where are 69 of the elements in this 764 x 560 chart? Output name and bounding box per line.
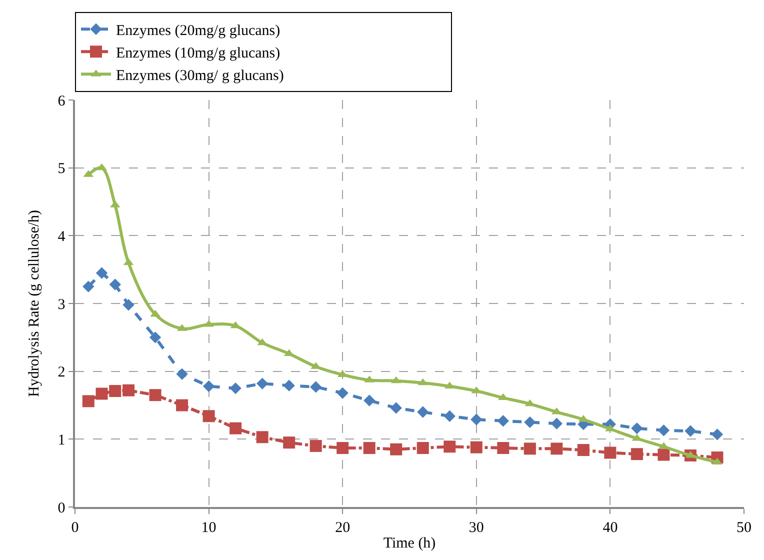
y-tick-label: 1 — [58, 432, 66, 448]
point — [497, 442, 510, 454]
y-tick-label: 3 — [58, 296, 66, 313]
point — [122, 384, 135, 396]
y-axis-title: Hydrolysis Rate (g cellulose/h) — [26, 210, 42, 398]
legend-label: Enzymes (10mg/g glucans) — [116, 45, 280, 62]
point — [524, 442, 536, 455]
y-tick-label: 2 — [58, 364, 66, 381]
x-tick-label: 20 — [335, 520, 350, 536]
point — [364, 394, 376, 406]
point — [711, 428, 724, 440]
point — [230, 422, 242, 434]
point — [256, 378, 268, 390]
point — [550, 418, 563, 430]
point — [283, 436, 296, 449]
point — [417, 406, 429, 418]
point — [176, 368, 188, 380]
point — [605, 424, 616, 432]
x-tick-label: 40 — [602, 520, 618, 536]
point — [444, 410, 456, 422]
x-axis-title: Time (h) — [383, 535, 436, 552]
point — [202, 380, 215, 392]
point — [82, 395, 94, 408]
point — [658, 448, 670, 461]
point — [497, 415, 510, 427]
point — [684, 425, 696, 437]
point — [631, 422, 643, 434]
point — [390, 402, 402, 414]
point — [96, 388, 108, 400]
x-tick-label: 0 — [71, 520, 79, 536]
x-tick-label: 30 — [468, 520, 484, 536]
point — [96, 163, 107, 170]
point — [149, 332, 162, 344]
point — [550, 442, 563, 455]
point — [176, 399, 188, 412]
point — [310, 440, 322, 452]
legend-label: Enzymes (20mg/g glucans) — [116, 22, 280, 39]
point — [416, 442, 429, 454]
point — [604, 446, 616, 459]
x-tick-label: 50 — [736, 520, 752, 536]
point — [630, 448, 643, 460]
point — [109, 385, 122, 398]
point — [470, 441, 482, 454]
point — [444, 440, 456, 453]
point — [363, 442, 376, 454]
point — [256, 431, 268, 444]
point — [96, 267, 108, 279]
point — [202, 410, 215, 422]
point — [149, 389, 162, 402]
point — [577, 444, 590, 456]
point — [109, 278, 121, 290]
y-tick-label: 4 — [58, 228, 66, 245]
point — [336, 387, 348, 399]
point — [336, 442, 349, 454]
point — [150, 310, 160, 317]
point — [390, 443, 402, 456]
point — [524, 416, 536, 428]
y-tick-label: 0 — [58, 500, 66, 516]
legend-label: Enzymes (30mg/ g glucans) — [116, 68, 284, 84]
point — [658, 424, 670, 436]
point — [310, 381, 322, 393]
point — [82, 280, 94, 292]
point — [470, 414, 482, 426]
y-tick-label: 6 — [58, 93, 66, 110]
point — [122, 299, 134, 311]
point — [283, 380, 295, 392]
y-tick-label: 5 — [58, 161, 66, 178]
point — [230, 382, 242, 394]
x-tick-label: 10 — [201, 520, 216, 536]
